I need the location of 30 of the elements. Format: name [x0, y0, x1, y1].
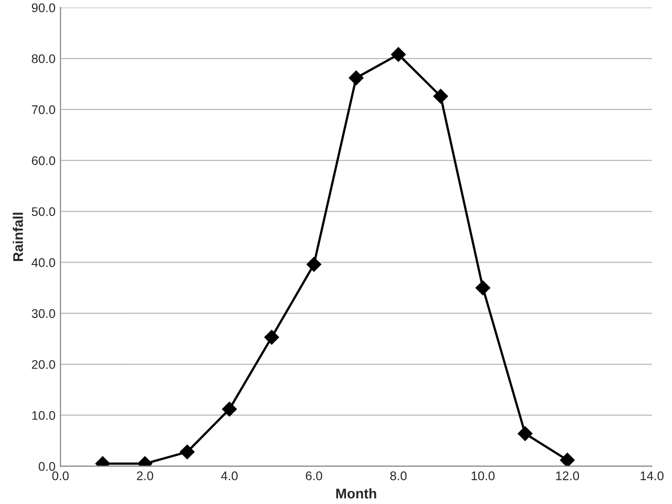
y-tick-label: 70.0	[32, 105, 56, 114]
x-tick-label: 14.0	[640, 471, 664, 480]
x-tick-label: 6.0	[306, 471, 322, 480]
y-tick-label: 90.0	[32, 3, 56, 12]
x-tick-label: 0.0	[52, 471, 69, 480]
x-tick-label: 2.0	[136, 471, 154, 480]
y-tick-label: 40.0	[32, 258, 56, 268]
x-tick-label: 12.0	[556, 471, 580, 480]
y-tick-label: 30.0	[32, 309, 56, 318]
point	[433, 88, 448, 104]
y-tick-label: 10.0	[32, 411, 56, 420]
point	[518, 426, 533, 441]
y-axis-title: Rainfall	[12, 212, 23, 262]
y-tick-label: 80.0	[32, 54, 56, 64]
x-axis-title: Month	[336, 488, 376, 498]
y-tick-label: 0.0	[38, 462, 56, 471]
point	[306, 257, 322, 272]
point	[180, 444, 195, 460]
point	[348, 70, 364, 86]
x-tick-label: 4.0	[221, 471, 238, 480]
point	[264, 330, 280, 345]
x-tick-label: 8.0	[390, 471, 407, 480]
x-tick-label: 10.0	[472, 471, 495, 480]
point	[222, 402, 237, 417]
y-tick-label: 50.0	[32, 207, 56, 216]
point	[560, 452, 575, 466]
y-tick-label: 60.0	[32, 156, 56, 166]
point	[475, 280, 490, 296]
y-tick-label: 20.0	[32, 360, 56, 369]
point	[391, 47, 406, 62]
